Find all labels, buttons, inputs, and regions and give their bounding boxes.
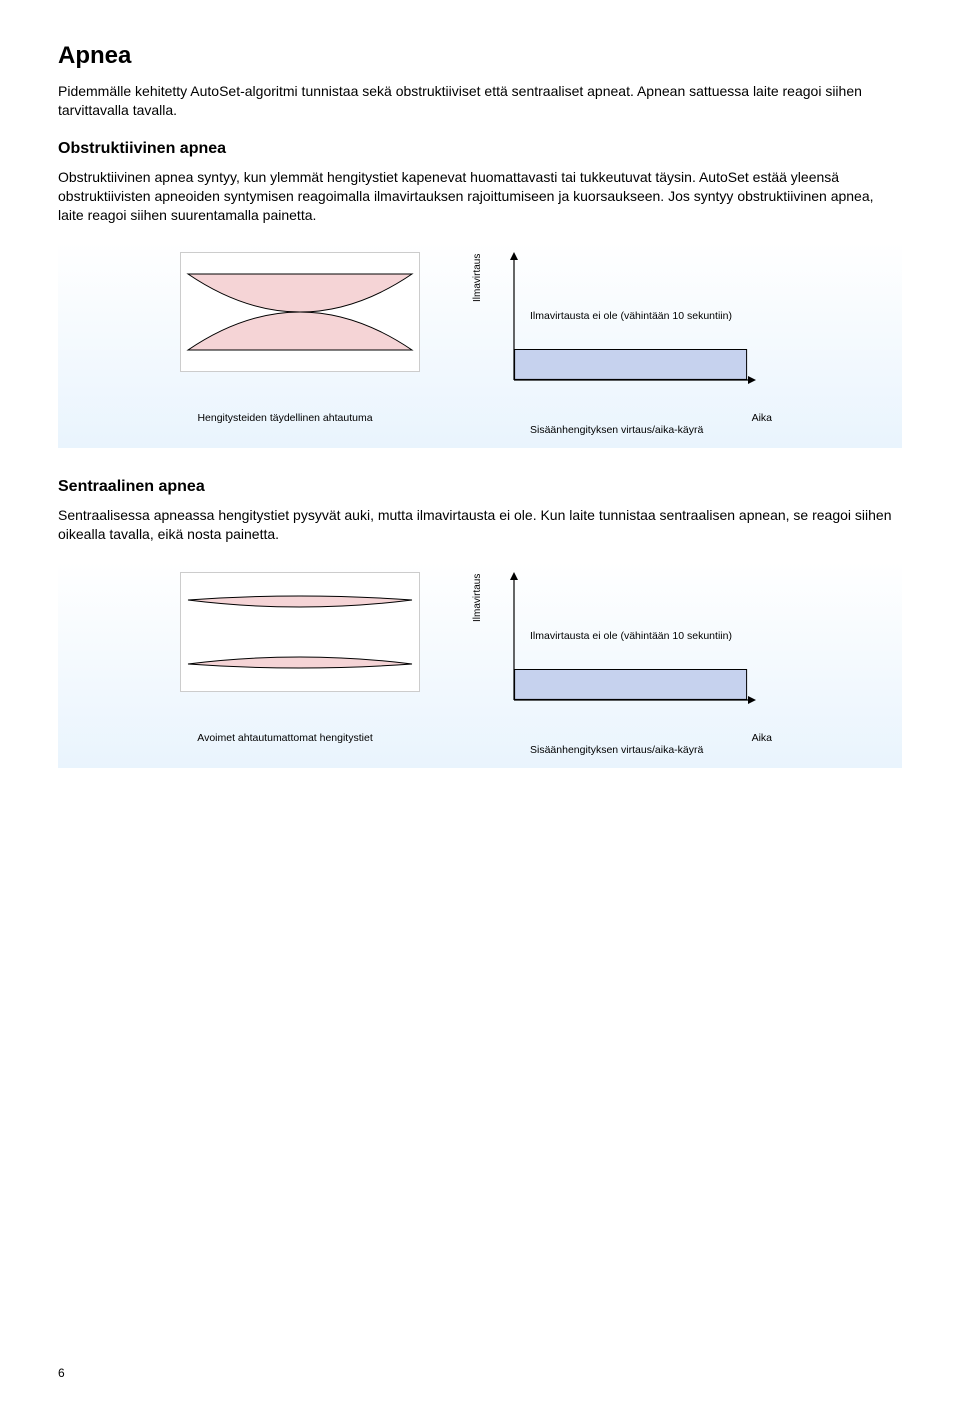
figure2-caption-right-wrap: Aika Sisäänhengityksen virtaus/aika-käyr… — [500, 732, 800, 756]
airway-diagram-open — [180, 572, 420, 692]
page-title: Apnea — [58, 42, 902, 70]
figure2-left-panel — [180, 572, 420, 692]
figure2-right-panel: Ilmavirtaus Ilmavirtausta ei ole (vähint… — [480, 572, 780, 722]
figure2-caption-left: Avoimet ahtautumattomat hengitystiet — [160, 732, 410, 756]
chart1-xlabel: Aika — [500, 412, 800, 424]
chart2-ylabel: Ilmavirtaus — [472, 574, 483, 622]
chart1-note: Ilmavirtausta ei ole (vähintään 10 sekun… — [530, 310, 732, 322]
figure1-caption-right: Sisäänhengityksen virtaus/aika-käyrä — [500, 424, 800, 436]
flow-chart-1: Ilmavirtaus Ilmavirtausta ei ole (vähint… — [480, 252, 780, 402]
figure2-captions: Avoimet ahtautumattomat hengitystiet Aik… — [58, 732, 902, 756]
figure1-block: Ilmavirtaus Ilmavirtausta ei ole (vähint… — [58, 242, 902, 448]
chart1-ylabel: Ilmavirtaus — [472, 254, 483, 302]
section2-body: Sentraalisessa apneassa hengitystiet pys… — [58, 506, 902, 544]
figure1-caption-right-wrap: Aika Sisäänhengityksen virtaus/aika-käyr… — [500, 412, 800, 436]
section1-body: Obstruktiivinen apnea syntyy, kun ylemmä… — [58, 168, 902, 225]
figure1-caption-left: Hengitysteiden täydellinen ahtautuma — [160, 412, 410, 436]
intro-paragraph: Pidemmälle kehitetty AutoSet-algoritmi t… — [58, 82, 902, 120]
page-number: 6 — [58, 1366, 65, 1380]
section1-heading: Obstruktiivinen apnea — [58, 140, 902, 158]
figure1-row: Ilmavirtaus Ilmavirtausta ei ole (vähint… — [58, 252, 902, 402]
figure1-right-panel: Ilmavirtaus Ilmavirtausta ei ole (vähint… — [480, 252, 780, 402]
airway-diagram-closed — [180, 252, 420, 372]
figure2-caption-right: Sisäänhengityksen virtaus/aika-käyrä — [500, 744, 800, 756]
figure1-left-panel — [180, 252, 420, 372]
figure1-captions: Hengitysteiden täydellinen ahtautuma Aik… — [58, 412, 902, 436]
figure2-row: Ilmavirtaus Ilmavirtausta ei ole (vähint… — [58, 572, 902, 722]
figure2-block: Ilmavirtaus Ilmavirtausta ei ole (vähint… — [58, 562, 902, 768]
chart2-note: Ilmavirtausta ei ole (vähintään 10 sekun… — [530, 630, 732, 642]
chart2-xlabel: Aika — [500, 732, 800, 744]
section2-heading: Sentraalinen apnea — [58, 478, 902, 496]
flow-chart-2: Ilmavirtaus Ilmavirtausta ei ole (vähint… — [480, 572, 780, 722]
